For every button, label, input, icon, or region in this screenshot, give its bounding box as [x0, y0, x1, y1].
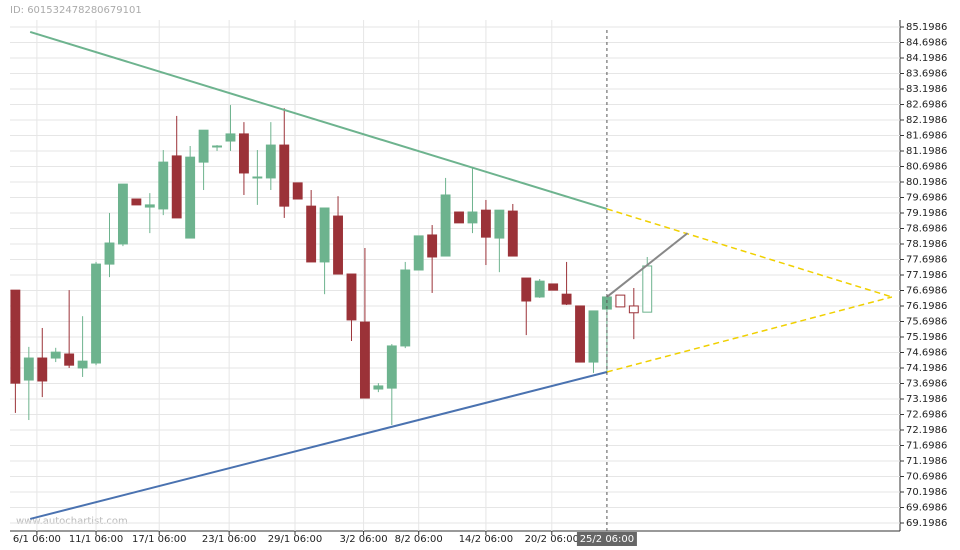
y-tick-label: 75.1986 — [906, 332, 947, 343]
candle-body — [64, 353, 75, 366]
candle-body — [534, 280, 545, 298]
candle-body — [400, 269, 411, 347]
candle-body — [238, 133, 249, 174]
candle-body — [628, 305, 639, 314]
y-tick-label: 85.1986 — [906, 22, 947, 33]
candle-body — [427, 234, 438, 258]
y-tick-label: 77.6986 — [906, 255, 947, 266]
y-tick-label: 78.1986 — [906, 239, 947, 250]
candle-body — [561, 293, 572, 305]
y-tick-label: 70.1986 — [906, 487, 947, 498]
x-tick-label: 23/1 06:00 — [202, 534, 256, 545]
candle-body — [373, 385, 384, 390]
y-tick-label: 72.1986 — [906, 425, 947, 436]
candle-body — [333, 215, 343, 275]
trend-line — [606, 296, 893, 373]
y-tick-label: 77.1986 — [906, 270, 947, 281]
candle-body — [117, 183, 128, 245]
candle-body — [265, 144, 276, 179]
candle-body — [77, 360, 88, 369]
y-tick-label: 81.1986 — [906, 146, 947, 157]
y-tick-label: 78.6986 — [906, 224, 947, 235]
trend-line — [29, 30, 608, 210]
marker-label: 25/2 06:00 — [580, 534, 634, 545]
x-tick-label: 14/2 06:00 — [459, 534, 513, 545]
x-tick-label: 20/2 06:00 — [525, 534, 579, 545]
candle-body — [386, 345, 397, 389]
candle-body — [440, 194, 451, 257]
candle-body — [185, 156, 196, 239]
candle-body — [615, 294, 626, 308]
candle-body — [279, 144, 290, 207]
candle-body — [480, 209, 491, 238]
y-tick-label: 69.6986 — [906, 503, 947, 514]
candle-body — [225, 133, 236, 142]
marker-label-bg — [576, 532, 637, 546]
y-tick-label: 79.1986 — [906, 208, 947, 219]
y-tick-label: 72.6986 — [906, 410, 947, 421]
candle-body — [467, 211, 478, 224]
x-tick-label: 3/2 06:00 — [340, 534, 388, 545]
candle-body — [158, 161, 169, 210]
candle-body — [10, 289, 21, 384]
y-tick-label: 71.1986 — [906, 456, 947, 467]
y-tick-label: 74.1986 — [906, 363, 947, 374]
y-tick-label: 80.6986 — [906, 162, 947, 173]
trend-line — [29, 371, 608, 520]
candle-body — [306, 205, 317, 263]
y-tick-label: 76.1986 — [906, 301, 947, 312]
x-tick-label: 8/2 06:00 — [395, 534, 443, 545]
y-tick-label: 76.6986 — [906, 286, 947, 297]
x-tick-label: 6/1 06:00 — [13, 534, 61, 545]
y-tick-label: 73.6986 — [906, 379, 947, 390]
candle-body — [588, 310, 599, 363]
candle-body — [171, 155, 182, 219]
y-tick-label: 84.1986 — [906, 53, 947, 64]
x-tick-label: 29/1 06:00 — [268, 534, 322, 545]
candle-body — [292, 182, 303, 200]
candle-body — [91, 263, 101, 364]
x-tick-label: 11/1 06:00 — [69, 534, 123, 545]
candle-body — [319, 207, 330, 263]
candle-body — [575, 305, 585, 363]
y-tick-label: 82.6986 — [906, 100, 947, 111]
candle-body — [144, 204, 155, 208]
candle-body — [23, 357, 34, 381]
candle-body — [37, 357, 48, 382]
candle-body — [642, 265, 653, 313]
y-tick-label: 81.6986 — [906, 131, 947, 142]
watermark: www.autochartist.com — [16, 516, 128, 527]
y-tick-label: 84.6986 — [906, 38, 947, 49]
candle-body — [521, 277, 532, 302]
y-tick-label: 83.1986 — [906, 84, 947, 95]
candle-body — [454, 211, 464, 224]
candle-body — [359, 321, 370, 399]
candle-body — [198, 129, 209, 163]
candle-body — [413, 235, 424, 271]
y-tick-label: 69.1986 — [906, 518, 947, 529]
candle-body — [252, 176, 263, 179]
y-tick-label: 80.1986 — [906, 177, 947, 188]
candle-body — [104, 242, 115, 265]
candle-body — [346, 273, 357, 321]
y-tick-label: 82.1986 — [906, 115, 947, 126]
candle-body — [50, 351, 61, 359]
candle-body — [507, 210, 518, 257]
chart-id: ID: 601532478280679101 — [10, 5, 142, 16]
y-tick-label: 71.6986 — [906, 441, 947, 452]
y-tick-label: 79.6986 — [906, 193, 947, 204]
candle-body — [494, 209, 505, 239]
candle-body — [212, 145, 222, 148]
y-tick-label: 83.6986 — [906, 69, 947, 80]
y-tick-label: 73.1986 — [906, 394, 947, 405]
y-tick-label: 74.6986 — [906, 348, 947, 359]
candle-body — [131, 198, 142, 206]
y-tick-label: 70.6986 — [906, 472, 947, 483]
trend-line — [606, 232, 689, 298]
candle-body — [548, 283, 559, 291]
x-tick-label: 17/1 06:00 — [132, 534, 186, 545]
y-tick-label: 75.6986 — [906, 317, 947, 328]
